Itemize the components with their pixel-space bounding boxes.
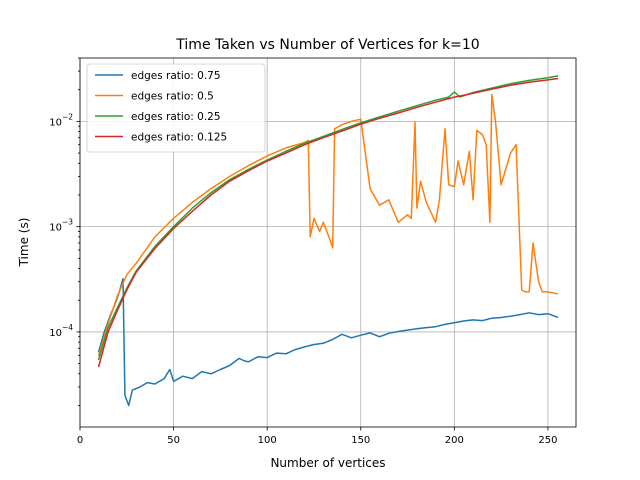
legend: edges ratio: 0.75 edges ratio: 0.5 edges r…: [86, 63, 266, 153]
x-tick-label: 250: [538, 435, 557, 446]
legend-label: edges ratio: 0.125: [131, 132, 227, 144]
x-tick-label: 100: [258, 435, 277, 446]
series-line: [97, 77, 559, 368]
y-axis-label: Time (s): [17, 218, 31, 268]
x-tick-label: 50: [167, 435, 180, 446]
x-axis-label: Number of vertices: [270, 456, 385, 470]
series-line: [97, 93, 559, 357]
x-tick-label: 0: [77, 435, 83, 446]
series-line: [97, 277, 559, 407]
series-line: [97, 75, 559, 361]
x-tick-label: 150: [351, 435, 370, 446]
chart-title: Time Taken vs Number of Vertices for k=1…: [175, 37, 479, 53]
legend-label: edges ratio: 0.75: [131, 70, 221, 82]
x-axis-ticks: 0 50 100 150 200 250: [77, 427, 557, 446]
legend-label: edges ratio: 0.5: [131, 91, 214, 103]
series-lines: [97, 75, 559, 407]
legend-label: edges ratio: 0.25: [131, 111, 221, 123]
plot-frame: [79, 57, 577, 428]
legend-box: [86, 63, 266, 153]
x-tick-label: 200: [445, 435, 464, 446]
